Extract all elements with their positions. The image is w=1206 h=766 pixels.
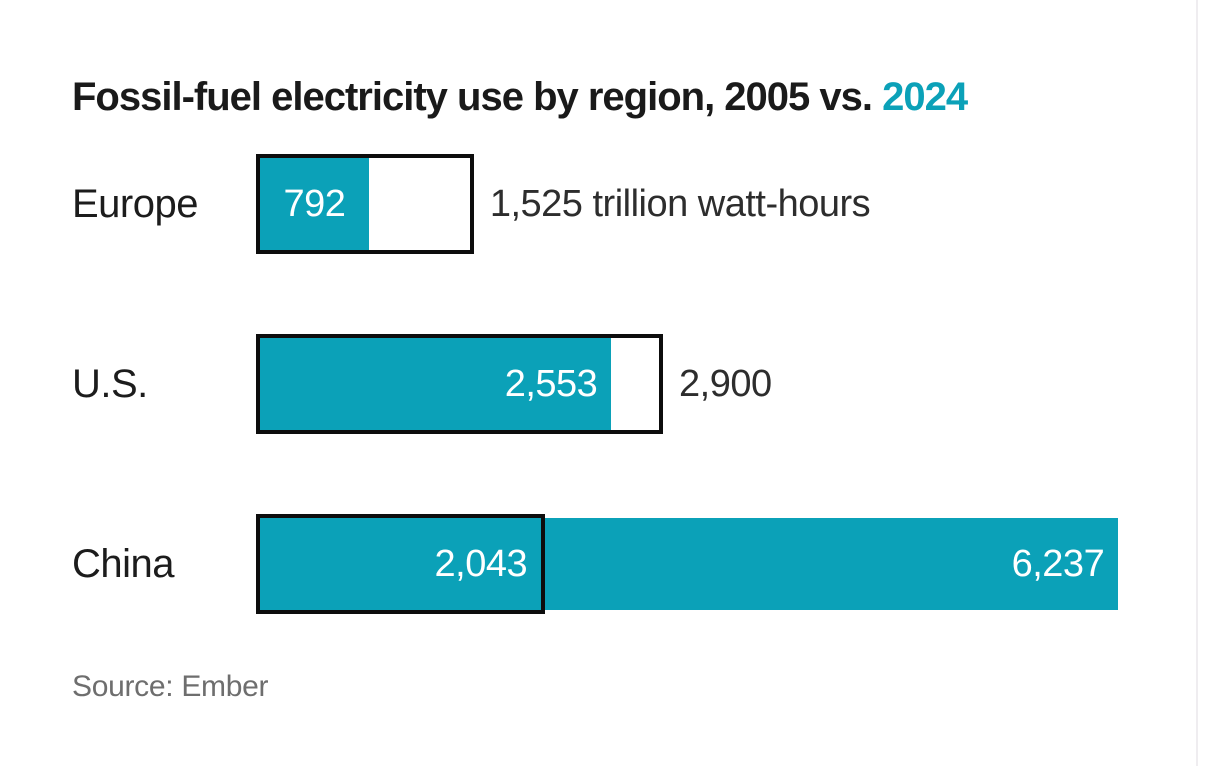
chart-title: Fossil-fuel electricity use by region, 2… bbox=[72, 74, 968, 120]
row-label-us: U.S. bbox=[72, 361, 148, 406]
bar-area-china: 6,237 2,043 bbox=[256, 514, 1206, 614]
row-label-china: China bbox=[72, 541, 175, 586]
bar-2024-us bbox=[260, 338, 612, 430]
value-label-2024-china: 6,237 bbox=[1011, 542, 1105, 585]
page-edge-divider bbox=[1196, 0, 1198, 766]
value-label-2005-china: 2,043 bbox=[434, 542, 528, 585]
value-label-outside-europe: 1,525 trillion watt-hours bbox=[489, 182, 871, 225]
bar-2005-outline-us bbox=[256, 334, 664, 434]
bar-area-europe: 792 1,525 trillion watt-hours bbox=[256, 154, 1206, 254]
bar-2005-outline-china bbox=[256, 514, 546, 614]
value-label-2024-us: 2,553 bbox=[504, 362, 598, 405]
bar-2024-china bbox=[260, 518, 1119, 610]
chart-title-main: Fossil-fuel electricity use by region, 2… bbox=[72, 75, 883, 119]
source-note: Source: Ember bbox=[72, 670, 269, 703]
value-label-outside-us: 2,900 bbox=[679, 362, 772, 405]
bar-2024-europe bbox=[260, 158, 369, 250]
chart-title-year-highlight: 2024 bbox=[882, 75, 968, 119]
bar-2005-outline-europe bbox=[256, 154, 474, 254]
row-label-europe: Europe bbox=[72, 181, 198, 226]
value-label-2024-europe: 792 bbox=[283, 182, 346, 225]
bar-area-us: 2,553 2,900 bbox=[256, 334, 1206, 434]
